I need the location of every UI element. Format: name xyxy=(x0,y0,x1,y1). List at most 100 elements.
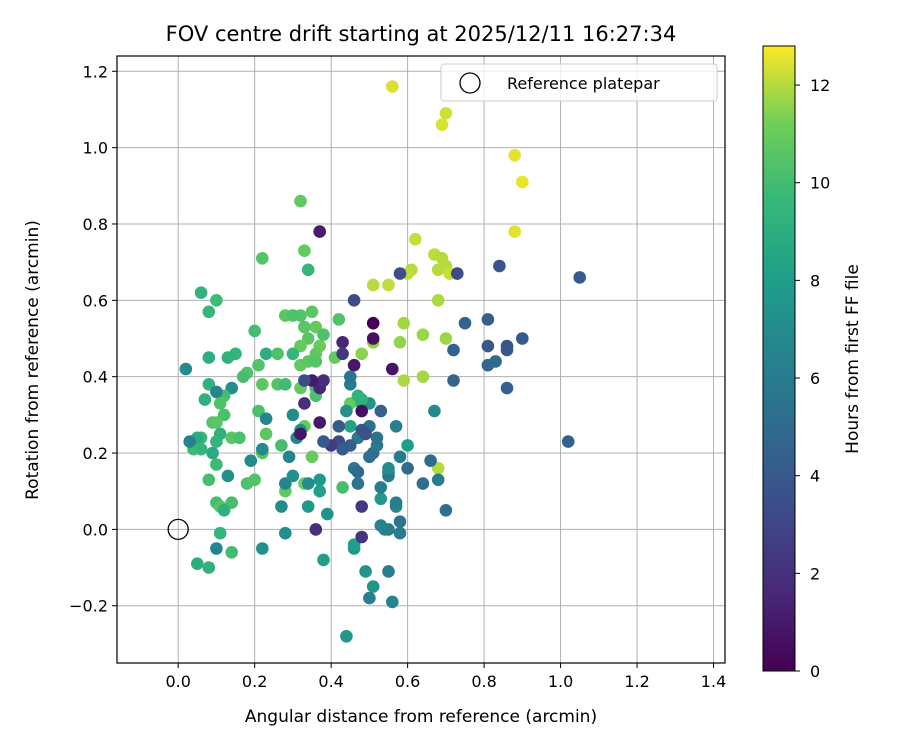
data-point xyxy=(481,313,495,326)
y-tick-label: 1.2 xyxy=(83,62,108,81)
data-point xyxy=(393,267,407,280)
y-tick-label: 0.6 xyxy=(83,291,108,310)
data-point xyxy=(374,519,388,532)
data-point xyxy=(313,484,327,498)
x-tick-label: 0.6 xyxy=(395,672,420,691)
y-tick-label: −0.2 xyxy=(69,597,108,616)
plot-frame xyxy=(116,55,726,664)
data-point xyxy=(286,347,300,361)
y-tick-label: 0.2 xyxy=(83,444,108,463)
data-point xyxy=(279,526,292,540)
data-point xyxy=(508,225,521,238)
data-point xyxy=(374,404,388,418)
data-point xyxy=(409,232,422,246)
legend: Reference platepar xyxy=(440,63,718,102)
data-point xyxy=(458,316,472,330)
data-point xyxy=(252,404,265,418)
x-tick-label: 1.0 xyxy=(548,672,573,691)
data-point xyxy=(194,442,208,456)
data-point xyxy=(183,435,196,448)
data-point xyxy=(301,263,315,277)
data-point xyxy=(451,267,464,280)
data-point xyxy=(359,427,372,441)
x-tick-label: 0.0 xyxy=(165,672,190,691)
data-point xyxy=(386,362,399,376)
data-point xyxy=(416,328,430,342)
data-point xyxy=(271,347,284,361)
colorbar-tick-label: 10 xyxy=(810,174,830,193)
colorbar-tick-label: 0 xyxy=(810,662,820,681)
data-point xyxy=(255,542,269,555)
data-point xyxy=(344,370,357,384)
data-point xyxy=(401,462,414,475)
data-point xyxy=(294,194,307,208)
data-point xyxy=(351,465,365,479)
data-point xyxy=(351,389,365,403)
colorbar-tick-label: 4 xyxy=(810,467,820,486)
data-point xyxy=(217,408,231,422)
data-point xyxy=(298,397,311,410)
data-point xyxy=(355,347,369,361)
data-point xyxy=(210,542,223,555)
data-point xyxy=(389,420,403,433)
x-tick-label: 0.2 xyxy=(242,672,267,691)
data-point xyxy=(393,526,407,540)
data-point xyxy=(221,469,235,483)
data-point xyxy=(210,458,223,471)
data-point xyxy=(336,481,349,494)
data-point xyxy=(431,473,445,487)
legend-entry-reference: Reference platepar xyxy=(507,74,660,93)
data-point xyxy=(179,362,193,376)
colorbar-tick-label: 6 xyxy=(810,369,820,388)
x-tick-label: 0.8 xyxy=(471,672,496,691)
data-point xyxy=(382,278,395,292)
data-point xyxy=(481,339,495,353)
data-point xyxy=(359,565,372,578)
data-point xyxy=(255,251,269,265)
data-point xyxy=(313,473,327,487)
data-point xyxy=(286,469,300,483)
data-point xyxy=(424,454,437,468)
x-tick-label: 1.4 xyxy=(701,672,726,691)
data-point xyxy=(370,431,384,445)
data-point xyxy=(500,381,514,395)
data-point xyxy=(298,244,311,257)
data-point xyxy=(516,175,529,189)
data-point xyxy=(259,427,273,441)
data-point xyxy=(366,278,380,292)
data-point xyxy=(313,225,327,238)
data-point xyxy=(309,320,323,334)
data-point xyxy=(282,450,296,464)
data-point xyxy=(275,439,288,452)
data-point xyxy=(347,358,361,372)
data-point xyxy=(355,530,369,544)
data-point xyxy=(191,557,204,570)
data-point xyxy=(213,397,227,410)
data-point xyxy=(286,408,300,422)
data-point xyxy=(508,149,521,162)
data-point xyxy=(382,462,395,475)
data-point xyxy=(202,473,216,487)
data-point xyxy=(317,435,330,448)
data-point xyxy=(363,591,376,605)
data-point xyxy=(500,343,514,357)
data-point xyxy=(336,442,349,456)
data-point xyxy=(206,446,219,460)
data-point xyxy=(332,313,346,326)
y-tick-label: 0.0 xyxy=(83,520,108,539)
data-point xyxy=(386,80,399,93)
y-tick-label: 1.0 xyxy=(83,139,108,158)
data-point xyxy=(366,580,380,593)
x-ticks: 0.0 0.2 0.4 0.6 0.8 1.0 1.2 1.4 xyxy=(165,663,726,691)
data-point xyxy=(210,294,223,307)
y-ticks: −0.2 0.0 0.2 0.4 0.6 0.8 1.0 1.2 xyxy=(69,62,117,616)
data-point xyxy=(355,500,369,513)
data-point xyxy=(401,439,414,452)
data-point xyxy=(202,305,216,319)
data-point xyxy=(321,507,334,521)
data-point xyxy=(573,271,586,284)
data-point xyxy=(336,336,349,349)
data-point xyxy=(431,294,445,307)
data-point xyxy=(374,492,388,506)
